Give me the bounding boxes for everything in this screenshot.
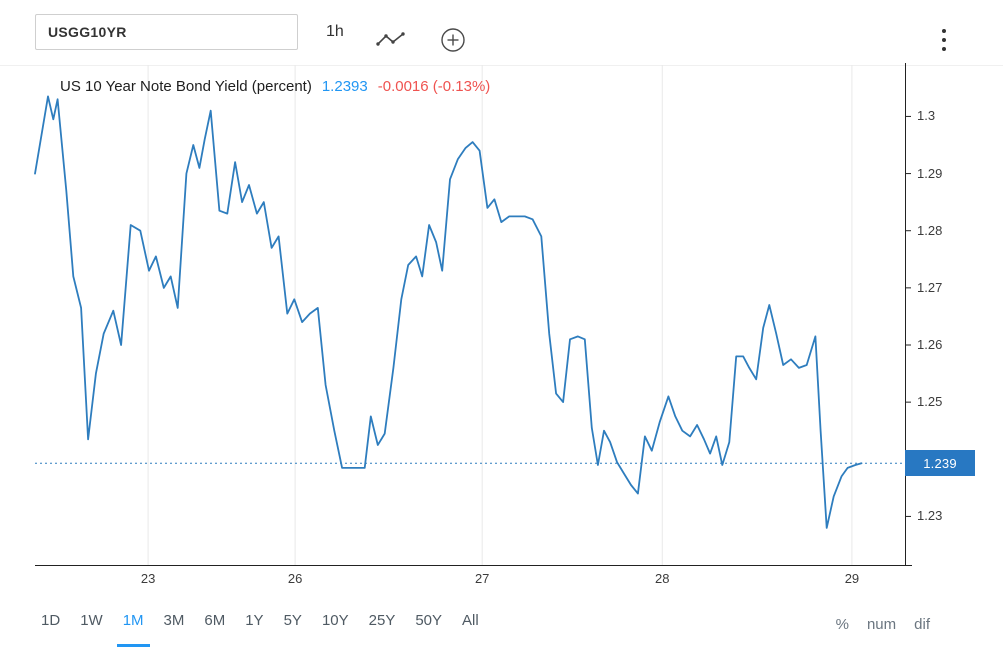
top-toolbar: 1h [0,0,1003,66]
chart-title: US 10 Year Note Bond Yield (percent) [60,78,312,95]
y-tick-label: 1.26 [917,337,943,352]
x-tick-label: 23 [140,571,156,586]
yield-chart [34,63,912,566]
x-tick-label: 27 [474,571,490,586]
range-1m[interactable]: 1M [116,597,150,647]
range-buttons: 1D 1W 1M 3M 6M 1Y 5Y 10Y 25Y 50Y All [35,597,485,651]
range-25y[interactable]: 25Y [368,612,396,629]
range-6m[interactable]: 6M [204,612,226,629]
x-tick-label: 29 [844,571,860,586]
range-toolbar: 1D 1W 1M 3M 6M 1Y 5Y 10Y 25Y 50Y All % n… [0,597,1003,651]
mode-dif[interactable]: dif [914,615,930,633]
range-1d[interactable]: 1D [41,612,61,629]
plus-circle-icon [441,28,465,52]
mode-percent[interactable]: % [835,615,849,633]
y-tick-label: 1.23 [917,508,943,524]
chart-legend: US 10 Year Note Bond Yield (percent) 1.2… [60,78,490,95]
mode-buttons: % num dif [836,597,930,651]
change-label: -0.0016 (-0.13%) [377,78,491,95]
last-price-badge: 1.239 [905,450,975,477]
symbol-input[interactable] [36,15,297,49]
x-tick-label: 26 [287,571,303,586]
add-compare-button[interactable] [438,25,468,55]
symbol-search-box[interactable] [35,14,298,50]
y-tick-label: 1.3 [917,108,936,124]
interval-label[interactable]: 1h [326,23,344,40]
y-tick-label: 1.29 [917,165,943,181]
x-tick-label: 28 [655,571,670,586]
range-1w[interactable]: 1W [80,612,103,629]
yield-line [34,95,863,529]
last-value-label: 1.2393 [321,78,368,95]
y-tick-label: 1.28 [917,222,943,238]
range-10y[interactable]: 10Y [321,612,349,629]
mode-num[interactable]: num [866,615,897,633]
range-3m[interactable]: 3M [163,612,185,629]
kebab-menu-icon [942,29,946,51]
range-all[interactable]: All [462,612,479,629]
line-chart-icon [376,32,405,46]
range-50y[interactable]: 50Y [415,612,443,629]
chart-plot-area[interactable]: US 10 Year Note Bond Yield (percent) 1.2… [0,63,1003,595]
range-5y[interactable]: 5Y [283,612,302,629]
y-tick-label: 1.25 [917,394,943,410]
series-style-button[interactable] [372,27,410,53]
range-1y[interactable]: 1Y [245,612,264,629]
y-tick-label: 1.27 [917,279,943,295]
menu-button[interactable] [936,26,952,54]
